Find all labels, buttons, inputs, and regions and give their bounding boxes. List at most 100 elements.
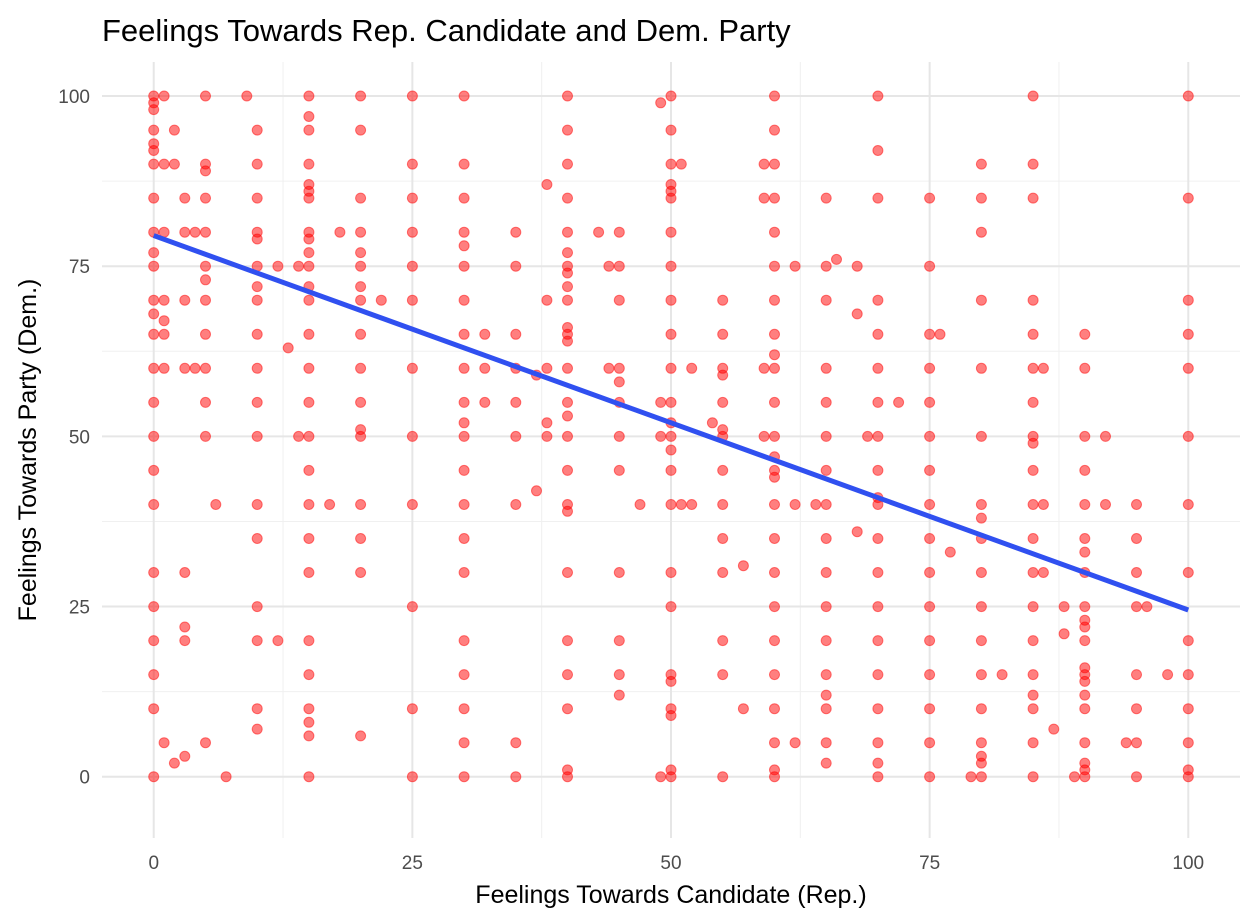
data-point [1027,430,1039,442]
data-point [458,328,470,340]
data-point [293,430,305,442]
data-point [562,247,573,259]
data-point [820,669,832,681]
data-point [531,485,542,497]
data-point [251,601,263,613]
data-point [541,430,553,442]
data-point [158,315,170,327]
data-point [375,294,387,306]
data-point [820,499,832,510]
data-point [479,362,491,374]
data-point [272,260,284,272]
data-point [769,703,780,715]
data-point [758,192,770,204]
data-point [479,328,491,340]
data-point [1037,499,1049,510]
data-point [251,328,263,340]
data-point [789,737,801,749]
data-point [562,764,573,776]
data-point [924,430,936,442]
data-point [458,260,470,272]
data-point [458,240,470,252]
data-point [737,560,749,572]
y-tick-label: 25 [69,598,90,619]
data-point [820,362,832,374]
data-point [831,253,842,265]
data-point [975,158,987,170]
data-point [820,294,832,306]
data-point [158,294,170,306]
data-point [334,226,346,238]
data-point [820,430,832,442]
data-point [924,635,936,647]
data-point [200,737,211,749]
data-point [1182,328,1194,340]
data-point [355,124,367,136]
data-point [562,499,573,510]
data-point [324,499,336,510]
data-point [355,281,367,293]
data-point [717,635,729,647]
data-point [717,464,729,476]
data-point [1131,703,1142,715]
data-point [851,308,863,320]
x-tick-label: 0 [148,853,159,874]
data-point [406,294,418,306]
data-point [924,362,936,374]
data-point [562,635,573,647]
data-point [665,444,677,456]
data-point [458,90,470,102]
data-point [872,635,884,647]
data-point [355,260,367,272]
data-point [810,499,822,510]
data-point [355,533,367,544]
trend-line [152,233,1190,613]
data-point [1027,689,1039,701]
data-point [251,703,263,715]
data-point [1182,669,1194,681]
data-point [562,192,573,204]
data-point [717,294,729,306]
data-point [303,158,315,170]
data-point [820,689,832,701]
data-point [1027,192,1039,204]
data-point [458,464,470,476]
data-point [1079,662,1091,674]
data-point [148,567,160,578]
data-point [769,669,780,681]
data-point [975,499,987,510]
data-point [220,771,232,783]
data-point [562,260,573,272]
data-point [769,635,780,647]
data-point [562,362,573,374]
data-point [355,396,367,408]
data-point [769,362,780,374]
data-point [1027,499,1039,510]
data-point [562,669,573,681]
data-point [303,362,315,374]
data-point [1037,362,1049,374]
data-point [562,396,573,408]
data-point [200,274,211,286]
data-point [158,158,170,170]
data-point [355,362,367,374]
data-point [613,260,625,272]
data-point [872,145,884,156]
data-point [665,158,677,170]
data-point [872,737,884,749]
data-point [665,464,677,476]
data-point [1079,499,1091,510]
data-point [1027,362,1039,374]
data-point [924,771,936,783]
data-point [634,499,646,510]
data-point [613,567,625,578]
data-point [613,362,625,374]
data-point [872,567,884,578]
data-point [924,192,936,204]
data-point [769,260,780,272]
data-point [655,771,667,783]
data-point [303,294,315,306]
data-point [303,464,315,476]
data-point [872,669,884,681]
data-point [251,430,263,442]
